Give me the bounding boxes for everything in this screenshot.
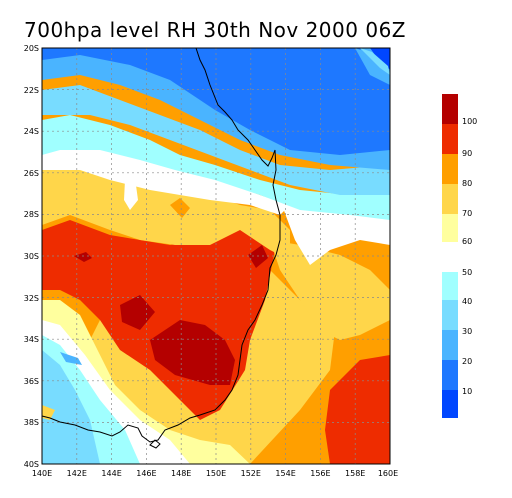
colorbar-upper: 100 90 80 70 60 <box>442 94 477 246</box>
longitude-labels: 140E 142E 144E 146E 148E 150E 152E 154E … <box>32 469 398 478</box>
lat-label: 30S <box>24 252 39 261</box>
grid-lines <box>42 48 390 464</box>
colorbar-swatch-50 <box>442 272 458 300</box>
rh-band-50-60-tongue <box>124 178 138 210</box>
rh-band-90-100-small-b <box>74 252 92 262</box>
colorbar-label: 10 <box>462 387 472 396</box>
colorbar-swatch-20 <box>442 360 458 390</box>
lat-label: 38S <box>24 418 39 427</box>
rh-band-60-70-north <box>42 160 290 260</box>
rh-band-40-50-north <box>42 115 390 220</box>
lon-label: 160E <box>378 469 398 478</box>
rh-band-90-100-small-c <box>248 245 268 268</box>
rh-band-60-70-small-patch <box>170 198 190 218</box>
lon-label: 148E <box>171 469 191 478</box>
rh-band-10-20-north <box>42 48 390 155</box>
colorbar-swatch-60 <box>442 214 458 242</box>
lon-label: 140E <box>32 469 52 478</box>
plot-frame <box>41 47 391 465</box>
rh-band-90-100-core <box>150 320 235 385</box>
colorbar-label: 40 <box>462 297 472 306</box>
rh-band-30-40-south-west <box>42 350 100 464</box>
colorbar-swatch-40 <box>442 300 458 330</box>
rh-band-60-70-east <box>270 240 390 340</box>
colorbar-label: 80 <box>462 179 472 188</box>
lat-label: 20S <box>24 44 39 53</box>
rh-band-20-30-south-west <box>60 352 82 365</box>
lat-label: 36S <box>24 377 39 386</box>
coastline-island <box>149 439 161 449</box>
lat-label: 40S <box>24 460 39 469</box>
colorbar-swatch-10 <box>442 390 458 418</box>
lon-label: 158E <box>345 469 365 478</box>
rh-band-50-60-north <box>42 140 290 215</box>
lat-label: 24S <box>24 127 39 136</box>
latitude-labels: 20S 22S 24S 26S 28S 30S 32S 34S 36S 38S … <box>24 44 39 469</box>
lat-label: 32S <box>24 294 39 303</box>
colorbar-swatch-80 <box>442 154 458 184</box>
rh-band-60-70-south-west-tip <box>42 405 55 420</box>
rh-band-80-90-south-east <box>325 355 390 464</box>
map-title: 700hpa level RH 30th Nov 2000 06Z <box>24 18 406 42</box>
colorbar-lower: 50 40 30 20 10 <box>442 268 472 418</box>
rh-band-20-30-north-east <box>355 48 390 85</box>
colorbar-swatch-white <box>442 268 458 272</box>
colorbar-swatch-30 <box>442 330 458 360</box>
lon-label: 154E <box>275 469 295 478</box>
lon-label: 146E <box>136 469 156 478</box>
lat-label: 22S <box>24 86 39 95</box>
lon-label: 152E <box>241 469 261 478</box>
colorbar-label: 70 <box>462 209 472 218</box>
colorbar-swatch-90 <box>442 124 458 154</box>
lat-label: 26S <box>24 169 39 178</box>
lat-label: 34S <box>24 335 39 344</box>
colorbar-swatch-100 <box>442 94 458 124</box>
colorbar-label: 20 <box>462 357 472 366</box>
colorbar-label: 50 <box>462 268 472 277</box>
lat-label: 28S <box>24 210 39 219</box>
lon-label: 144E <box>101 469 121 478</box>
coastline <box>41 47 281 443</box>
colorbar-label: 30 <box>462 327 472 336</box>
lon-label: 150E <box>206 469 226 478</box>
colorbar-swatch-70 <box>442 184 458 214</box>
colorbar-label: 90 <box>462 149 472 158</box>
colorbar-label: 100 <box>462 117 477 126</box>
lon-label: 142E <box>67 469 87 478</box>
colorbar-label: 60 <box>462 237 472 246</box>
lon-label: 156E <box>310 469 330 478</box>
rh-band-30-40-north-east <box>360 48 390 75</box>
